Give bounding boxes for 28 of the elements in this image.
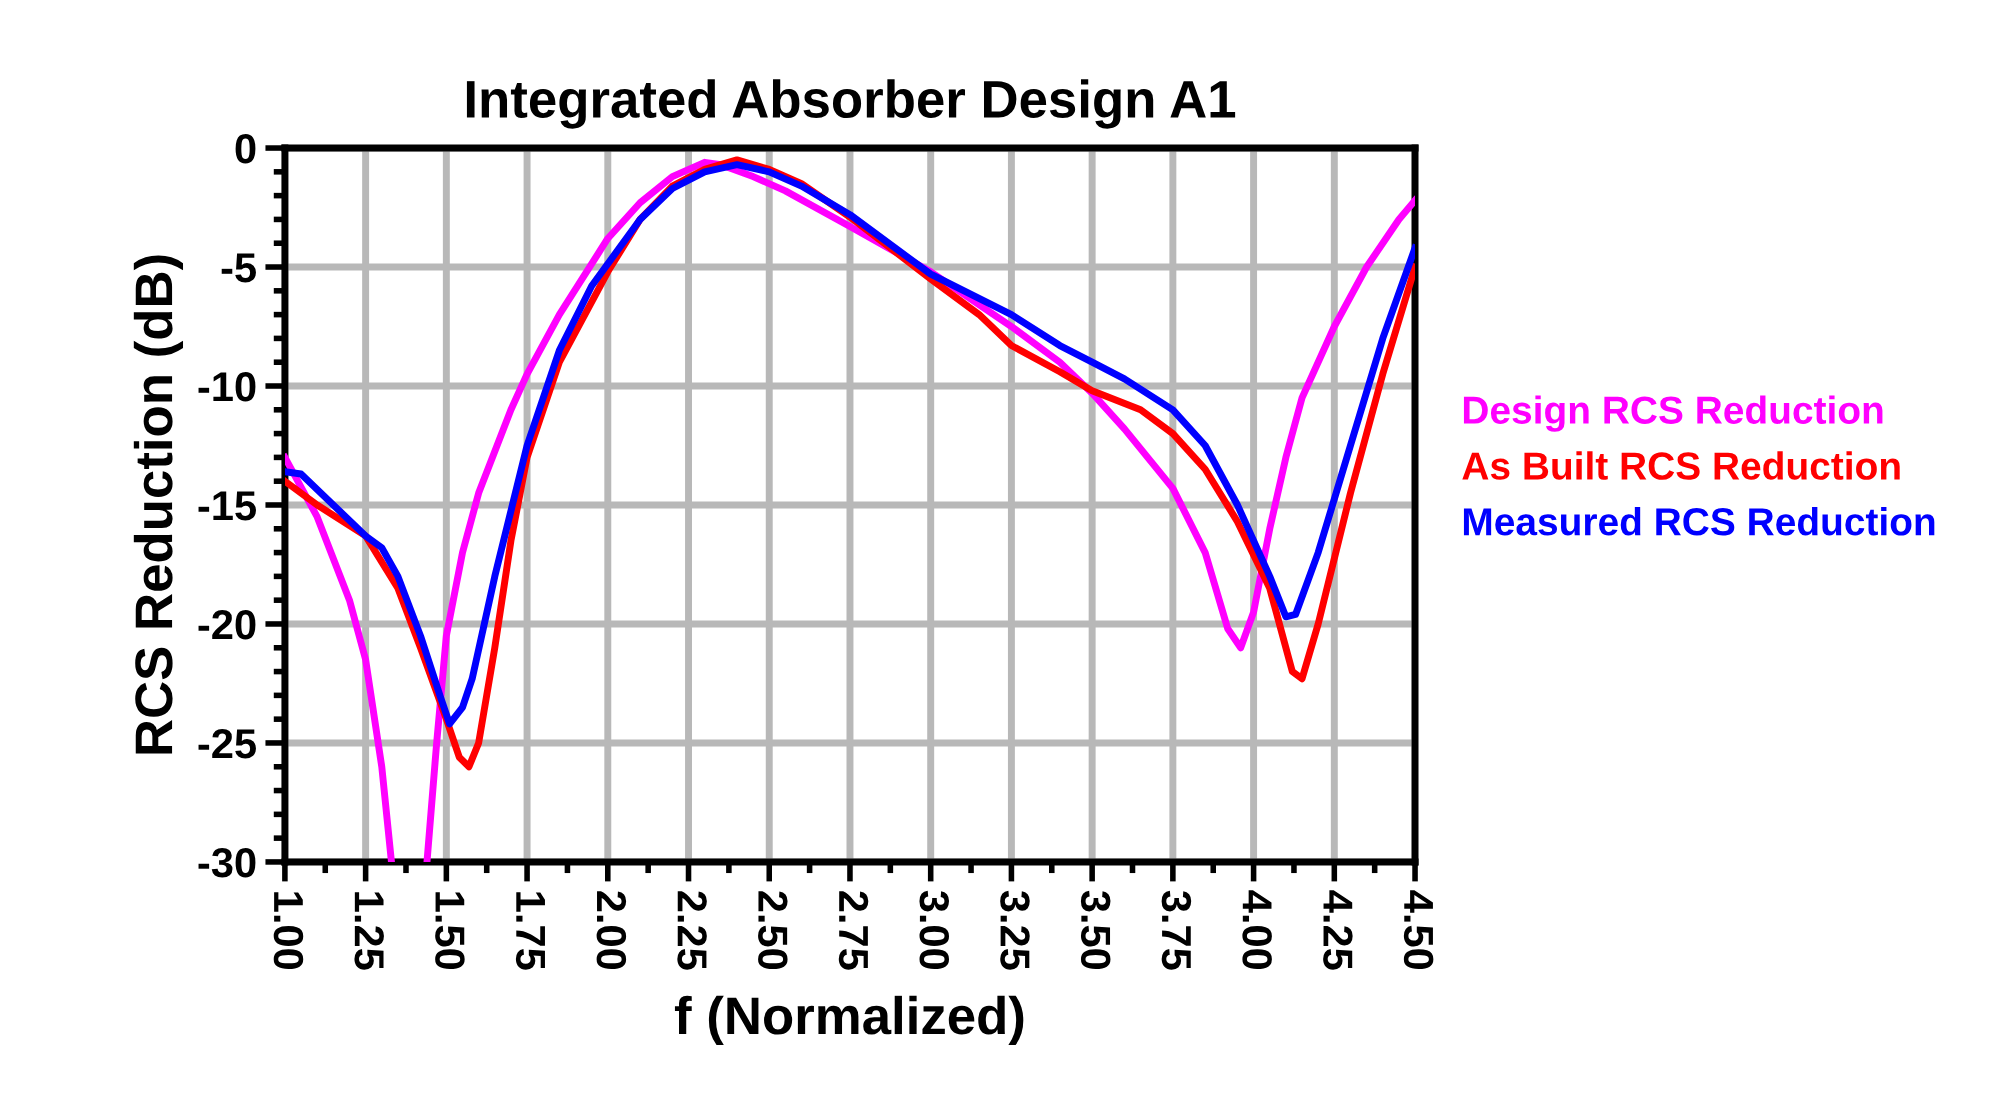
y-tick-label: -25 [198, 728, 256, 759]
x-axis-title: f (Normalized) [674, 995, 1024, 1046]
text: As Built RCS Reduction [1462, 451, 1900, 480]
x-tick-label: 1.50 [435, 892, 465, 970]
y-tick-label: -20 [198, 609, 256, 640]
x-tick-label: 1.00 [273, 892, 304, 970]
x-tick-label: 2.50 [758, 891, 788, 970]
chart-title: Integrated Absorber Design A1 [466, 79, 1236, 129]
y-tick-label: -15 [198, 491, 256, 521]
x-tick-label: 2.25 [677, 891, 707, 970]
x-tick-label: 2.00 [596, 891, 627, 970]
y-tick-label: -5 [221, 253, 256, 283]
x-tick-label: 4.50 [1403, 890, 1434, 970]
y-axis-title: RCS Reduction (dB) [133, 255, 184, 754]
x-tick-label: 4.00 [1242, 890, 1272, 970]
x-tick-label: 1.25 [354, 892, 384, 970]
text: Measured RCS Reduction [1463, 506, 1935, 536]
y-tick-label: -30 [198, 847, 256, 878]
x-tick-label: 1.75 [515, 892, 545, 970]
x-tick-label: 3.25 [1000, 890, 1030, 970]
x-tick-label: 2.75 [838, 891, 869, 970]
text: Design RCS Reduction [1463, 395, 1883, 432]
y-tick-label: 0 [235, 134, 256, 164]
x-tick-label: 4.25 [1323, 890, 1353, 970]
x-tick-label: 3.75 [1161, 890, 1192, 970]
x-tick-label: 3.50 [1080, 890, 1111, 970]
x-tick-label: 3.00 [919, 890, 950, 970]
y-tick-label: -10 [198, 372, 256, 402]
